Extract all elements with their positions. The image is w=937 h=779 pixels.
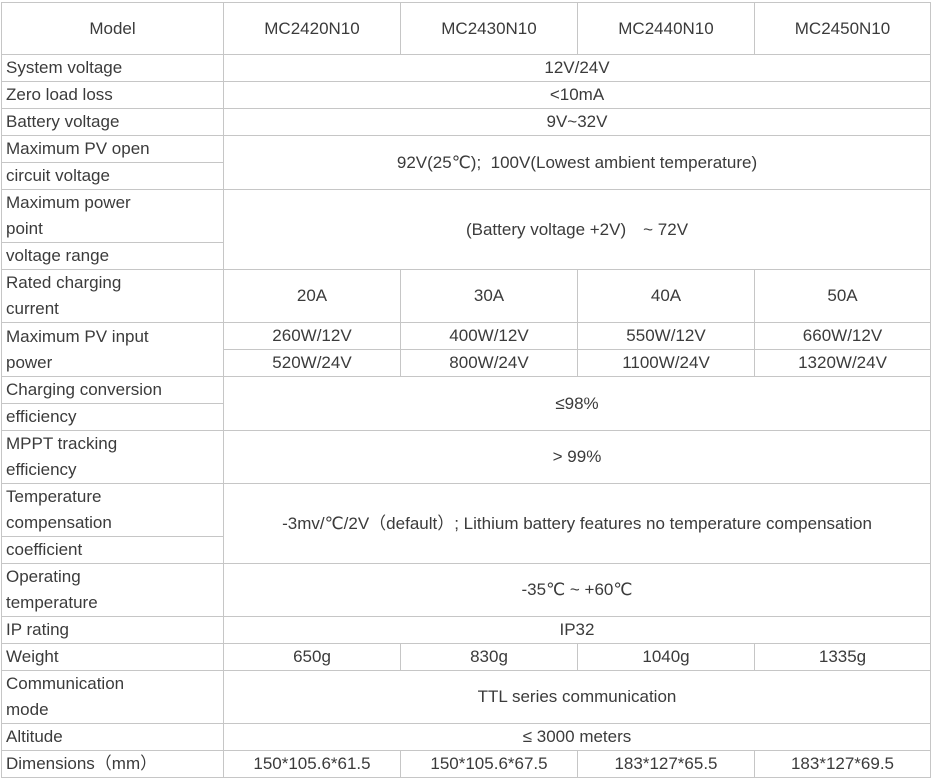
row-value-24v-model-3: 1100W/24V: [577, 349, 755, 377]
row-value: (Battery voltage +2V) ~ 72V: [223, 189, 931, 270]
row-label-line2: voltage range: [1, 242, 224, 270]
row-value-model-1: 150*105.6*61.5: [223, 750, 401, 778]
row-operating-temperature: Operating temperature -35℃ ~ +60℃: [1, 563, 931, 617]
row-value: IP32: [223, 616, 931, 644]
row-value: <10mA: [223, 81, 931, 109]
row-value-model-3: 183*127*65.5: [577, 750, 755, 778]
row-value: ≤98%: [223, 376, 931, 431]
row-value: > 99%: [223, 430, 931, 484]
row-value: -35℃ ~ +60℃: [223, 563, 931, 617]
row-label-line2: coefficient: [1, 536, 224, 564]
header-model-2: MC2430N10: [400, 2, 578, 55]
row-value-model-2: 830g: [400, 643, 578, 671]
row-label: Altitude: [1, 723, 224, 751]
row-label: Communication mode: [1, 670, 224, 724]
row-system-voltage: System voltage 12V/24V: [1, 54, 931, 82]
row-label-line1: Temperature compensation: [1, 483, 224, 537]
row-label-line2: circuit voltage: [1, 162, 224, 190]
row-value: ≤ 3000 meters: [223, 723, 931, 751]
row-value-12v-model-2: 400W/12V: [400, 322, 578, 350]
row-mppt-tracking-efficiency: MPPT tracking efficiency > 99%: [1, 430, 931, 484]
header-row: Model MC2420N10 MC2430N10 MC2440N10 MC24…: [1, 2, 931, 55]
row-value-model-4: 183*127*69.5: [754, 750, 931, 778]
row-rated-charging-current: Rated charging current 20A 30A 40A 50A: [1, 269, 931, 323]
row-label-line1: Maximum PV open: [1, 135, 224, 163]
row-battery-voltage: Battery voltage 9V~32V: [1, 108, 931, 136]
row-value-12v-model-4: 660W/12V: [754, 322, 931, 350]
row-value-model-2: 30A: [400, 269, 578, 323]
row-value-24v-model-4: 1320W/24V: [754, 349, 931, 377]
row-value-model-4: 1335g: [754, 643, 931, 671]
row-label: Zero load loss: [1, 81, 224, 109]
row-value: -3mv/℃/2V（default）; Lithium battery feat…: [223, 483, 931, 564]
row-label: Operating temperature: [1, 563, 224, 617]
row-value-24v-model-1: 520W/24V: [223, 349, 401, 377]
header-model-label: Model: [1, 2, 224, 55]
row-value: 12V/24V: [223, 54, 931, 82]
row-label-line1: Maximum power point: [1, 189, 224, 243]
row-value: 92V(25℃); 100V(Lowest ambient temperatur…: [223, 135, 931, 190]
row-label: System voltage: [1, 54, 224, 82]
row-charging-conversion-efficiency: Charging conversion ≤98%: [1, 376, 931, 431]
row-label: IP rating: [1, 616, 224, 644]
row-label: Maximum PV input power: [1, 322, 224, 377]
header-model-4: MC2450N10: [754, 2, 931, 55]
row-value-model-3: 40A: [577, 269, 755, 323]
row-max-pv-input-power: Maximum PV input power 260W/12V 400W/12V…: [1, 322, 931, 377]
row-max-power-point-voltage-range: Maximum power point (Battery voltage +2V…: [1, 189, 931, 270]
row-value-model-1: 20A: [223, 269, 401, 323]
row-max-pv-open-circuit-voltage: Maximum PV open 92V(25℃); 100V(Lowest am…: [1, 135, 931, 190]
row-value-12v-model-3: 550W/12V: [577, 322, 755, 350]
row-label: Weight: [1, 643, 224, 671]
row-label: Dimensions（mm）: [1, 750, 224, 778]
row-value-model-1: 650g: [223, 643, 401, 671]
row-label: Rated charging current: [1, 269, 224, 323]
row-label-line2: efficiency: [1, 403, 224, 431]
row-altitude: Altitude ≤ 3000 meters: [1, 723, 931, 751]
row-dimensions: Dimensions（mm） 150*105.6*61.5 150*105.6*…: [1, 750, 931, 778]
row-value-model-2: 150*105.6*67.5: [400, 750, 578, 778]
row-label: MPPT tracking efficiency: [1, 430, 224, 484]
row-weight: Weight 650g 830g 1040g 1335g: [1, 643, 931, 671]
row-value-model-4: 50A: [754, 269, 931, 323]
row-label: Battery voltage: [1, 108, 224, 136]
row-ip-rating: IP rating IP32: [1, 616, 931, 644]
row-value-model-3: 1040g: [577, 643, 755, 671]
row-communication-mode: Communication mode TTL series communicat…: [1, 670, 931, 724]
row-value: TTL series communication: [223, 670, 931, 724]
row-temperature-compensation-coefficient: Temperature compensation -3mv/℃/2V（defau…: [1, 483, 931, 564]
header-model-3: MC2440N10: [577, 2, 755, 55]
header-model-1: MC2420N10: [223, 2, 401, 55]
row-label-line1: Charging conversion: [1, 376, 224, 404]
row-value: 9V~32V: [223, 108, 931, 136]
row-value-24v-model-2: 800W/24V: [400, 349, 578, 377]
row-zero-load-loss: Zero load loss <10mA: [1, 81, 931, 109]
row-value-12v-model-1: 260W/12V: [223, 322, 401, 350]
